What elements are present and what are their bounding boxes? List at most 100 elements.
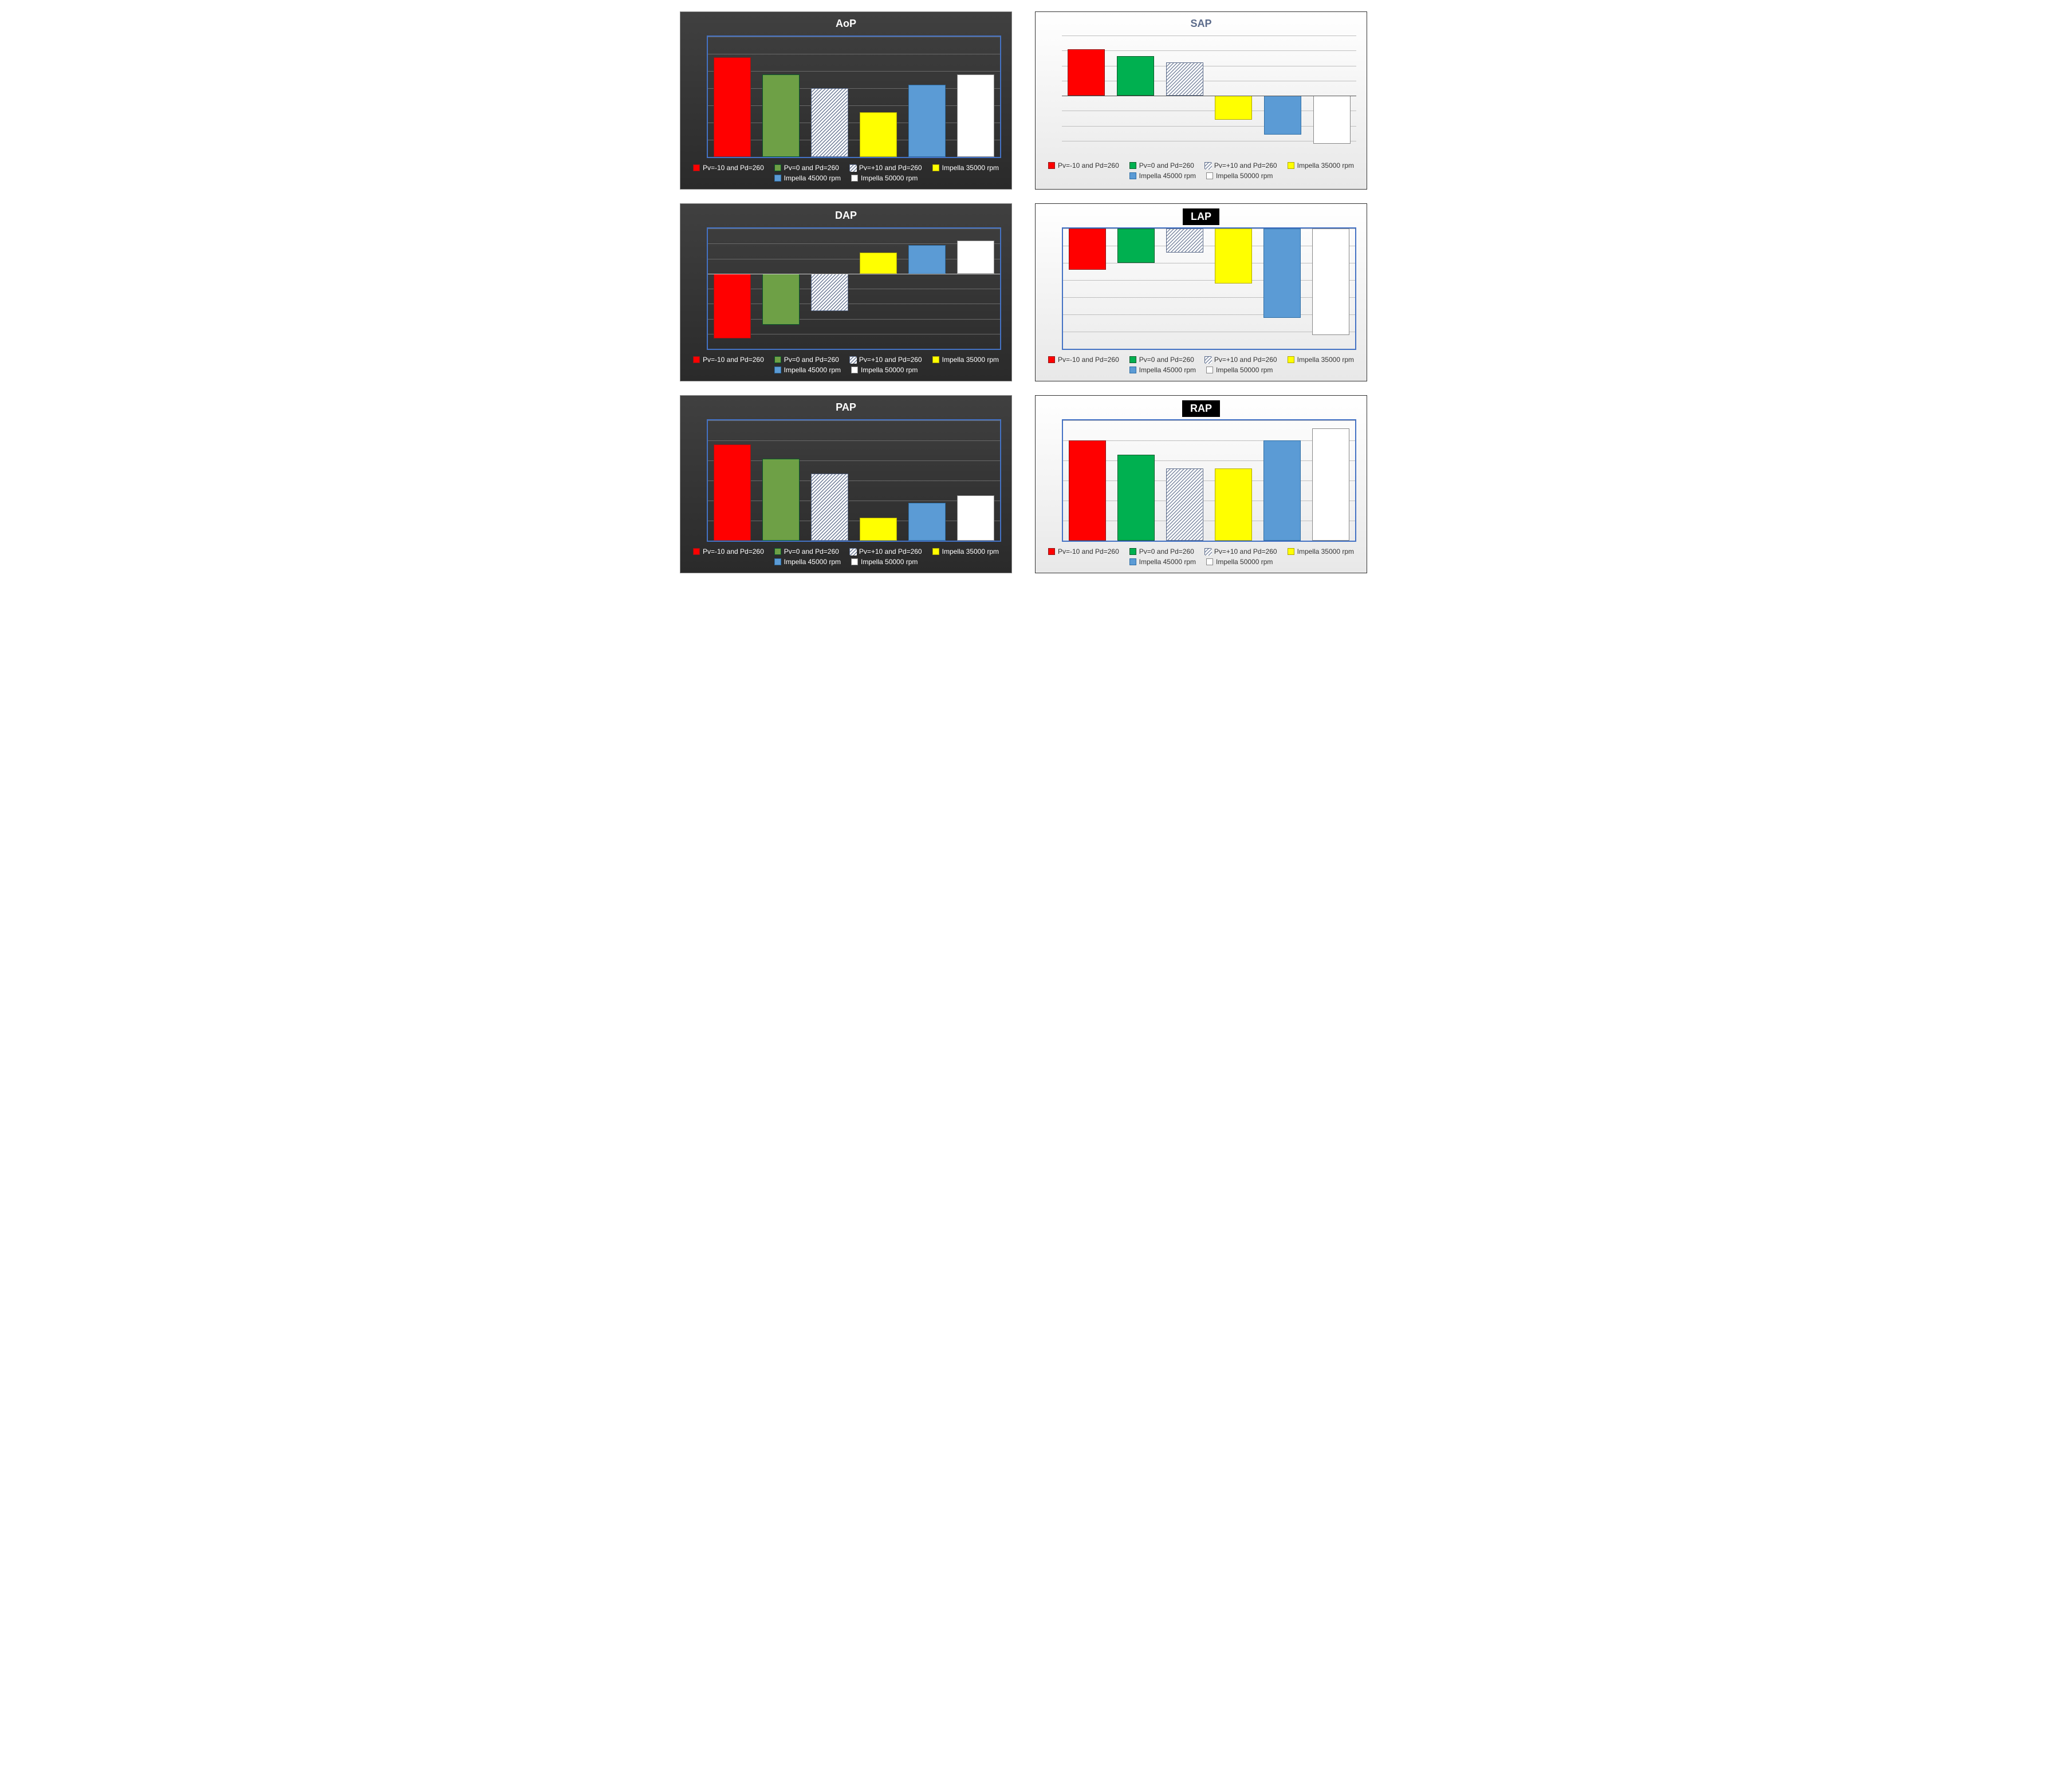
legend-label: Impella 45000 rpm bbox=[784, 558, 841, 566]
legend-item: Pv=0 and Pd=260 bbox=[774, 164, 839, 172]
bar-slot bbox=[1069, 229, 1106, 349]
legend-item: Impella 50000 rpm bbox=[851, 558, 918, 566]
plot-frame: -35%-30%-25%-20%-15%-10%-5%0% bbox=[1062, 227, 1356, 350]
legend-swatch bbox=[851, 175, 858, 182]
bar-series-0 bbox=[1068, 49, 1105, 96]
chart-panel-pap: PAP0%1%2%3%4%5%6%Pv=-10 and Pd=260Pv=0 a… bbox=[680, 395, 1012, 573]
bar-slot bbox=[860, 37, 897, 157]
bar-slot bbox=[957, 37, 994, 157]
chart-title: AoP bbox=[680, 12, 1011, 33]
legend-swatch bbox=[693, 548, 700, 555]
legend-swatch bbox=[849, 548, 856, 555]
legend-item: Pv=+10 and Pd=260 bbox=[849, 164, 922, 172]
legend-label: Pv=-10 and Pd=260 bbox=[1058, 548, 1119, 556]
bar-series-3 bbox=[860, 112, 897, 157]
legend-label: Impella 35000 rpm bbox=[942, 548, 999, 556]
bar-slot bbox=[1312, 420, 1349, 541]
legend-item: Pv=+10 and Pd=260 bbox=[849, 356, 922, 364]
legend-swatch bbox=[1288, 356, 1294, 363]
legend-label: Impella 35000 rpm bbox=[942, 356, 999, 364]
bar-series-5 bbox=[957, 74, 994, 157]
bar-series-1 bbox=[1117, 455, 1155, 541]
bar-slot bbox=[908, 37, 946, 157]
legend-label: Pv=-10 and Pd=260 bbox=[703, 356, 764, 364]
bar-slot bbox=[714, 229, 751, 349]
legend-item: Pv=0 and Pd=260 bbox=[1129, 162, 1194, 170]
legend-swatch bbox=[1048, 356, 1055, 363]
legend-item: Pv=+10 and Pd=260 bbox=[849, 548, 922, 556]
bar-series-4 bbox=[908, 85, 946, 157]
legend-label: Impella 50000 rpm bbox=[1216, 558, 1273, 566]
legend-swatch bbox=[1288, 548, 1294, 555]
bar-series-0 bbox=[714, 57, 751, 157]
legend-swatch bbox=[1048, 162, 1055, 169]
bar-slot bbox=[1263, 420, 1301, 541]
bar-slot bbox=[811, 420, 848, 541]
bar-series-2 bbox=[1166, 468, 1203, 541]
legend-swatch bbox=[1048, 548, 1055, 555]
bars-row bbox=[708, 37, 1000, 157]
bar-series-4 bbox=[908, 503, 946, 541]
bar-slot bbox=[762, 420, 800, 541]
bar-series-1 bbox=[762, 74, 800, 157]
chart-title: SAP bbox=[1036, 12, 1367, 33]
chart-panel-dap: DAP-50%-40%-30%-20%-10%0%10%20%30%Pv=-10… bbox=[680, 203, 1012, 381]
legend-swatch bbox=[1129, 558, 1136, 565]
bar-series-5 bbox=[957, 495, 994, 541]
legend-label: Impella 35000 rpm bbox=[1297, 162, 1354, 170]
bar-slot bbox=[1215, 420, 1252, 541]
legend-item: Pv=-10 and Pd=260 bbox=[693, 548, 764, 556]
legend-item: Pv=-10 and Pd=260 bbox=[1048, 162, 1119, 170]
bar-series-0 bbox=[1069, 229, 1106, 270]
chart-title: PAP bbox=[680, 396, 1011, 417]
bar-slot bbox=[1166, 420, 1203, 541]
legend-swatch bbox=[1129, 367, 1136, 373]
legend-label: Impella 35000 rpm bbox=[1297, 356, 1354, 364]
chart-title: LAP bbox=[1183, 208, 1219, 225]
legend-label: Pv=-10 and Pd=260 bbox=[1058, 162, 1119, 170]
legend-label: Pv=0 and Pd=260 bbox=[1139, 548, 1194, 556]
legend: Pv=-10 and Pd=260Pv=0 and Pd=260Pv=+10 a… bbox=[1036, 350, 1367, 381]
legend-item: Impella 50000 rpm bbox=[851, 366, 918, 374]
legend: Pv=-10 and Pd=260Pv=0 and Pd=260Pv=+10 a… bbox=[1036, 156, 1367, 187]
legend-label: Pv=+10 and Pd=260 bbox=[859, 164, 922, 172]
legend-swatch bbox=[932, 164, 939, 171]
legend-label: Impella 35000 rpm bbox=[1297, 548, 1354, 556]
bar-series-4 bbox=[1264, 96, 1301, 135]
legend-item: Impella 35000 rpm bbox=[1288, 356, 1354, 364]
legend-label: Impella 50000 rpm bbox=[1216, 172, 1273, 180]
legend: Pv=-10 and Pd=260Pv=0 and Pd=260Pv=+10 a… bbox=[1036, 542, 1367, 573]
bar-slot bbox=[1117, 229, 1155, 349]
legend-swatch bbox=[774, 175, 781, 182]
legend-item: Pv=-10 and Pd=260 bbox=[693, 164, 764, 172]
legend-swatch bbox=[849, 356, 856, 363]
legend-swatch bbox=[851, 558, 858, 565]
chart-title: RAP bbox=[1182, 400, 1220, 417]
plot-area: 0%1%2%3%4%5%6%7% bbox=[708, 37, 1000, 157]
legend-label: Impella 50000 rpm bbox=[861, 558, 918, 566]
bar-series-4 bbox=[1263, 440, 1301, 541]
bar-series-3 bbox=[1215, 229, 1252, 283]
chart-panel-sap: SAP-20%-15%-10%-5%0%5%10%15%20%Pv=-10 an… bbox=[1035, 11, 1367, 190]
legend: Pv=-10 and Pd=260 Pv=0 and Pd=260 Pv=+10 a… bbox=[680, 350, 1011, 381]
legend-swatch bbox=[1206, 172, 1213, 179]
bar-series-3 bbox=[860, 253, 897, 274]
bars-row bbox=[1063, 229, 1355, 349]
bar-slot bbox=[762, 37, 800, 157]
legend-item: Impella 35000 rpm bbox=[1288, 548, 1354, 556]
legend-swatch bbox=[1204, 356, 1211, 363]
bar-slot bbox=[1117, 420, 1155, 541]
bar-slot bbox=[860, 229, 897, 349]
legend-label: Pv=0 and Pd=260 bbox=[784, 356, 839, 364]
legend-item: Impella 35000 rpm bbox=[1288, 162, 1354, 170]
bar-slot bbox=[957, 420, 994, 541]
bar-series-3 bbox=[1215, 96, 1252, 120]
legend-label: Pv=+10 and Pd=260 bbox=[859, 548, 922, 556]
legend-swatch bbox=[774, 356, 781, 363]
legend-label: Pv=-10 and Pd=260 bbox=[703, 548, 764, 556]
bar-series-2 bbox=[811, 474, 848, 541]
bar-series-5 bbox=[1312, 229, 1349, 335]
legend-swatch bbox=[849, 164, 856, 171]
legend-label: Pv=0 and Pd=260 bbox=[1139, 356, 1194, 364]
legend-swatch bbox=[1288, 162, 1294, 169]
